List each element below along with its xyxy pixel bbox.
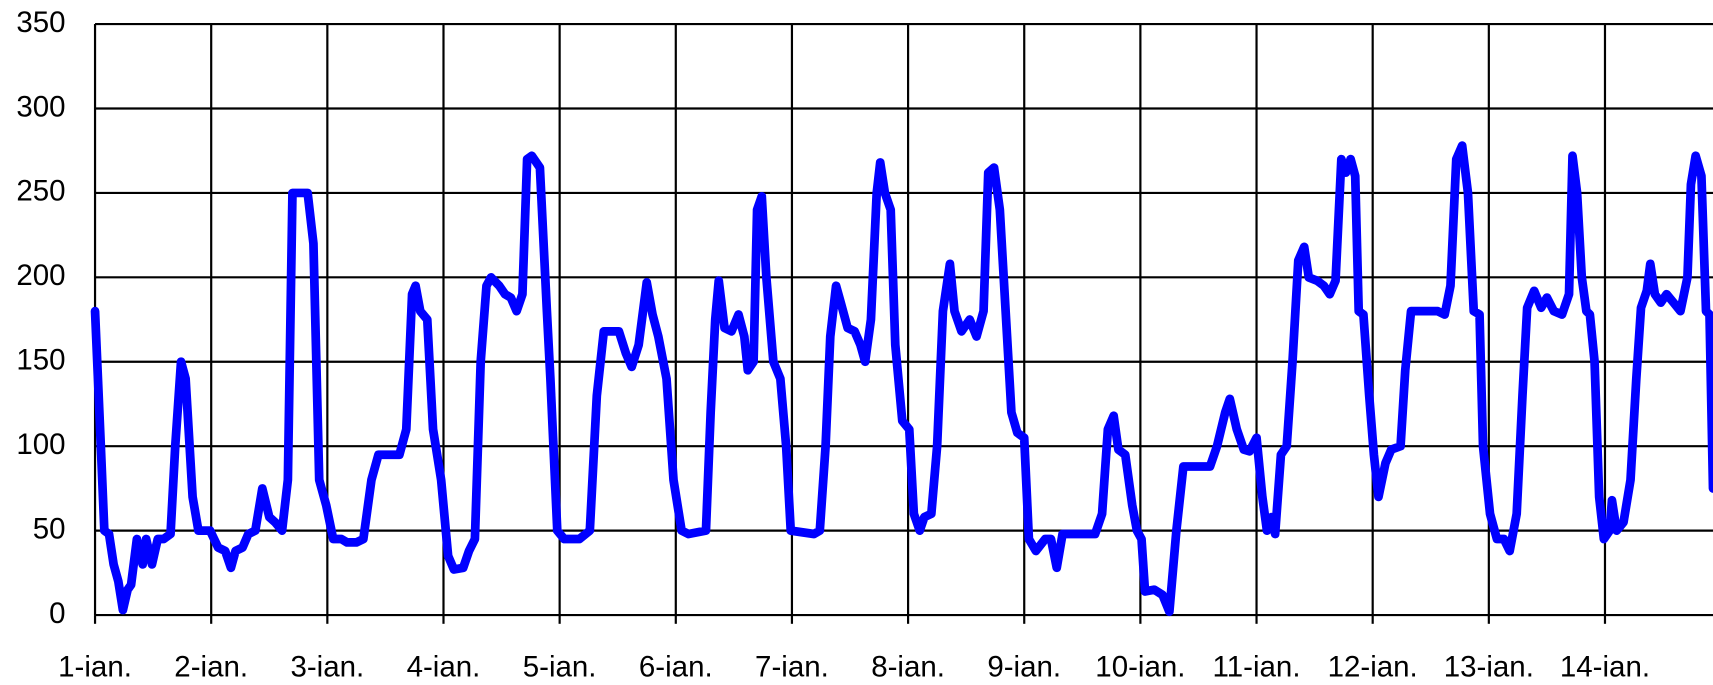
x-tick-label: 5-ian.	[523, 650, 597, 683]
data-line	[90, 141, 1713, 617]
x-tick-label: 3-ian.	[290, 650, 364, 683]
x-tick-label: 1-ian.	[58, 650, 132, 683]
x-tick-label: 13-ian.	[1444, 650, 1534, 683]
x-tick-label: 11-ian.	[1213, 650, 1301, 683]
x-tick-label: 4-ian.	[407, 650, 481, 683]
y-tick-label: 100	[16, 428, 65, 461]
x-tick-label: 12-ian.	[1328, 650, 1418, 683]
x-tick-label: 6-ian.	[639, 650, 713, 683]
y-tick-label: 250	[16, 175, 65, 208]
x-tick-label: 8-ian.	[871, 650, 945, 683]
y-tick-label: 300	[16, 90, 65, 123]
x-tick-label: 7-ian.	[755, 650, 829, 683]
y-tick-label: 0	[49, 597, 65, 630]
y-tick-label: 200	[16, 259, 65, 292]
x-tick-label: 14-ian.	[1560, 650, 1650, 683]
x-tick-label: 2-ian.	[174, 650, 248, 683]
x-tick-label: 10-ian.	[1095, 650, 1185, 683]
y-tick-label: 50	[33, 512, 66, 545]
y-tick-label: 350	[16, 6, 65, 39]
y-tick-label: 150	[16, 344, 65, 377]
x-tick-label: 9-ian.	[987, 650, 1061, 683]
